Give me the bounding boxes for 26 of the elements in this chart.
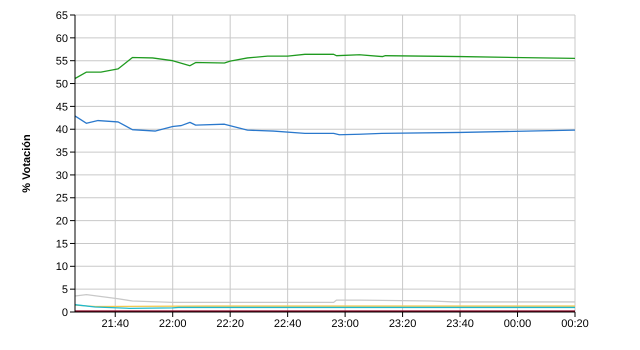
y-tick-label: 10	[56, 261, 68, 274]
y-tick-label: 35	[56, 146, 68, 159]
line-series	[75, 115, 575, 136]
x-tick-label: 00:20	[561, 318, 589, 330]
y-tick-label: 45	[56, 101, 68, 114]
y-tick-label: 40	[56, 124, 68, 136]
x-tick-label: 22:40	[274, 318, 302, 330]
x-tick-label: 22:00	[158, 318, 186, 330]
x-tick-label: 21:40	[101, 318, 129, 330]
y-tick-label: 5	[62, 284, 68, 296]
x-tick-label: 22:20	[216, 318, 244, 330]
y-tick-label: 15	[56, 238, 68, 250]
y-axis-title: % Votación	[20, 134, 33, 193]
y-tick-label: 30	[56, 170, 68, 182]
y-tick-label: 55	[56, 56, 68, 68]
y-tick-label: 0	[62, 306, 68, 319]
x-tick-label: 23:20	[388, 318, 416, 330]
y-tick-label: 65	[56, 10, 68, 22]
x-tick-label: 23:40	[446, 318, 474, 330]
x-tick-label: 23:00	[331, 318, 359, 330]
y-tick-label: 25	[56, 192, 68, 205]
line-series	[75, 54, 575, 80]
y-tick-label: 60	[56, 32, 68, 45]
y-tick-label: 50	[56, 78, 68, 90]
y-tick-label: 20	[56, 216, 68, 228]
x-tick-label: 00:00	[504, 318, 532, 330]
